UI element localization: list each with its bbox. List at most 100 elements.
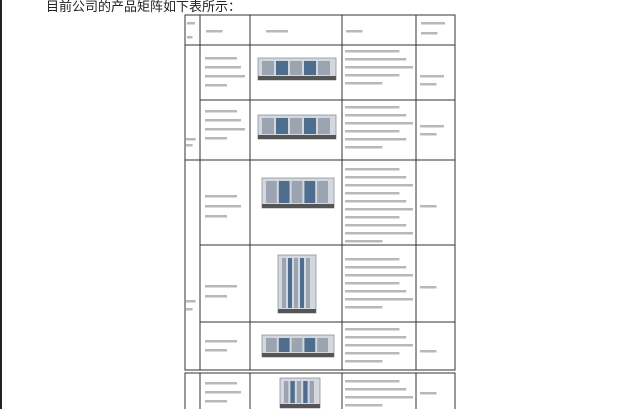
machine-unit (291, 181, 303, 203)
blurred-text (205, 119, 241, 122)
blurred-text (345, 388, 407, 391)
machine-unit (317, 181, 328, 203)
machine-unit (303, 381, 308, 403)
blurred-text (205, 349, 227, 352)
blurred-text (205, 285, 237, 288)
machine-unit (290, 118, 302, 134)
blurred-text (345, 146, 383, 149)
blurred-text (420, 125, 444, 128)
blurred-text (186, 300, 196, 303)
machine-unit (278, 181, 290, 203)
machine-unit (278, 338, 290, 352)
blurred-text (345, 122, 413, 125)
table-grid (184, 14, 456, 409)
blurred-text (345, 336, 407, 339)
blurred-text (420, 205, 437, 208)
blurred-text (345, 224, 407, 227)
machine-unit (300, 258, 304, 308)
blurred-text (205, 391, 241, 394)
table-frame-continued (184, 372, 456, 409)
blurred-text (420, 133, 437, 136)
blurred-text (205, 195, 237, 198)
blurred-text (345, 176, 407, 179)
machine-unit (282, 258, 286, 308)
blurred-text (205, 137, 227, 140)
machine-unit (262, 118, 274, 134)
blurred-text (345, 66, 413, 69)
blurred-text (205, 84, 227, 87)
blurred-text (345, 274, 413, 277)
blurred-text (345, 184, 413, 187)
blurred-text (345, 200, 407, 203)
blurred-text (345, 130, 400, 133)
machine-unit (288, 258, 292, 308)
blurred-text (345, 290, 407, 293)
machine-unit (306, 258, 310, 308)
blurred-text (187, 22, 195, 25)
blurred-text (345, 50, 400, 53)
blurred-text (186, 308, 193, 311)
blurred-text (186, 138, 196, 141)
machine-base (262, 353, 334, 357)
blurred-text (420, 83, 437, 86)
blurred-text (345, 216, 400, 219)
machine-unit (309, 381, 314, 403)
blurred-text (205, 205, 241, 208)
heading: 目前公司的产品矩阵如下表所示： (46, 0, 242, 15)
blurred-text (345, 232, 413, 235)
machine-unit (296, 381, 302, 403)
machine-unit (284, 381, 289, 403)
blurred-text (345, 138, 407, 141)
machine-unit (262, 61, 274, 75)
blurred-text (205, 400, 227, 403)
blurred-text (345, 344, 413, 347)
machine-unit (318, 118, 330, 134)
blurred-text (345, 114, 407, 117)
machine-unit (290, 381, 295, 403)
blurred-text (345, 404, 383, 407)
blurred-text (266, 30, 288, 33)
blurred-text (345, 328, 400, 331)
blurred-text (345, 352, 400, 355)
machine-unit (304, 118, 316, 134)
machine-unit (276, 118, 288, 134)
blurred-text (205, 340, 237, 343)
blurred-text (420, 350, 437, 353)
blurred-text (205, 128, 245, 131)
machine-unit (266, 338, 277, 352)
machine-base (262, 204, 334, 208)
blurred-text (421, 22, 445, 25)
blurred-text (345, 266, 407, 269)
blurred-text (345, 74, 400, 77)
blurred-text (345, 396, 413, 399)
blurred-text (345, 380, 400, 383)
blurred-text (345, 282, 400, 285)
blurred-text (345, 192, 400, 195)
machine-unit (317, 338, 328, 352)
blurred-text (205, 75, 245, 78)
blurred-text (346, 30, 363, 33)
blurred-text (205, 215, 227, 218)
blurred-text (205, 57, 237, 60)
blurred-text (186, 144, 193, 147)
blurred-text (345, 208, 413, 211)
machine-unit (318, 61, 330, 75)
machine-unit (291, 338, 303, 352)
machine-unit (266, 181, 277, 203)
machine-unit (304, 181, 316, 203)
blurred-text (205, 295, 227, 298)
blurred-text (421, 32, 438, 35)
table-frame (184, 14, 456, 371)
blurred-text (205, 382, 237, 385)
machine-unit (304, 61, 316, 75)
blurred-text (345, 240, 383, 243)
blurred-text (345, 258, 400, 261)
machine-unit (294, 258, 298, 308)
blurred-text (205, 66, 241, 69)
blurred-text (345, 306, 383, 309)
blurred-text (345, 298, 413, 301)
blurred-text (345, 58, 407, 61)
blurred-text (345, 168, 400, 171)
machine-base (258, 135, 336, 139)
blurred-text (345, 82, 383, 85)
